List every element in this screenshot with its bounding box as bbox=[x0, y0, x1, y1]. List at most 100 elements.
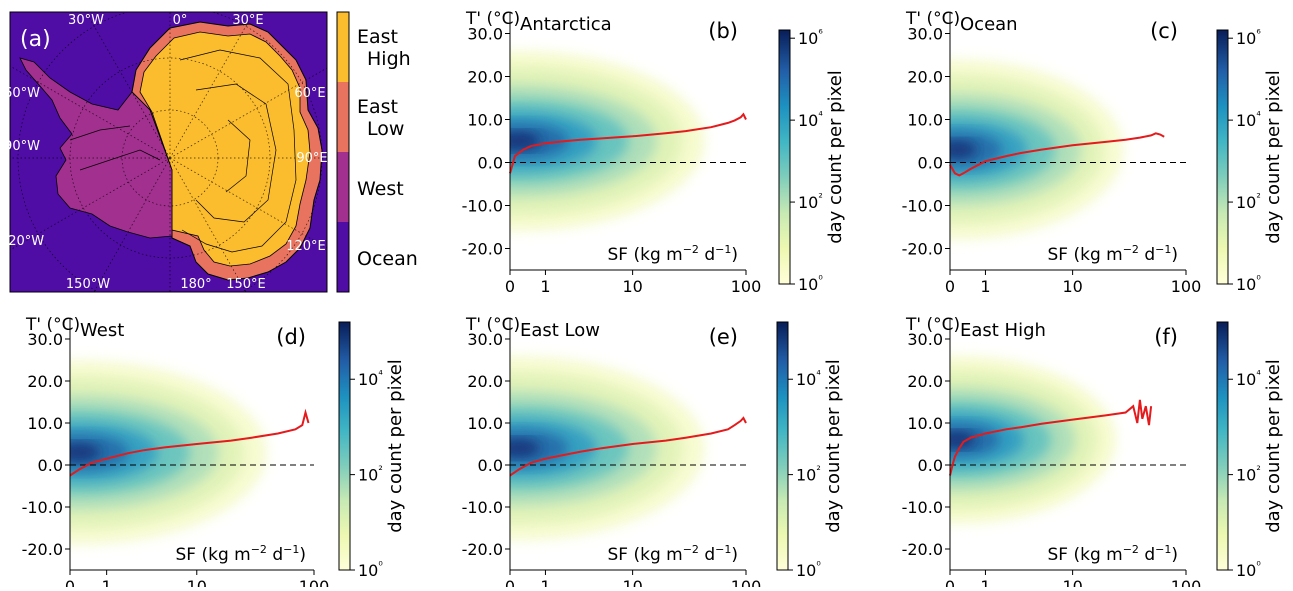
region-label: East bbox=[357, 26, 398, 48]
y-axis-label: T' (°C) bbox=[465, 315, 520, 335]
x-tick-label: 100 bbox=[731, 277, 762, 296]
region-label: East bbox=[357, 96, 398, 118]
x-tick-label: 100 bbox=[1171, 577, 1202, 587]
y-axis-label: T' (°C) bbox=[905, 9, 960, 29]
y-tick-label: -10.0 bbox=[902, 197, 943, 216]
map-lon-label: 120°E bbox=[286, 239, 326, 254]
y-tick-label: -10.0 bbox=[462, 197, 503, 216]
y-tick-label: -10.0 bbox=[902, 498, 943, 517]
panel-label: (e) bbox=[709, 325, 738, 349]
y-tick-label: 0.0 bbox=[478, 456, 503, 475]
x-tick-label: 1 bbox=[540, 277, 550, 296]
map-lon-label: 60°E bbox=[294, 86, 325, 101]
region-swatch bbox=[337, 222, 349, 292]
map-lon-label: 90°W bbox=[4, 139, 40, 154]
colorbar-tick-label: 10² bbox=[1236, 464, 1261, 485]
y-tick-label: 30.0 bbox=[467, 330, 503, 349]
y-tick-label: 10.0 bbox=[907, 111, 943, 130]
colorbar-label: day count per pixel bbox=[385, 359, 406, 533]
region-label: High bbox=[367, 48, 411, 70]
map-lon-label: 90°E bbox=[296, 151, 327, 166]
region-label: Ocean bbox=[357, 248, 418, 270]
y-tick-label: 20.0 bbox=[467, 372, 503, 391]
y-tick-label: 0.0 bbox=[478, 154, 503, 173]
x-tick-label: 100 bbox=[1171, 277, 1202, 296]
panel-d: 30.0 20.0 10.0 0.0 -10.0 -20.0 0 1 10 100 T' (°C) W… bbox=[22, 315, 406, 591]
x-tick-label: 1 bbox=[102, 577, 112, 587]
colorbar-tick-label: 10⁰ bbox=[1236, 273, 1261, 294]
y-tick-label: 10.0 bbox=[467, 111, 503, 130]
mean-line bbox=[949, 132, 1165, 177]
y-tick-label: 10.0 bbox=[27, 414, 63, 433]
colorbar-label: day count per pixel bbox=[825, 70, 846, 244]
colorbar-tick-label: 10⁶ bbox=[1236, 27, 1261, 48]
region-swatch bbox=[337, 12, 349, 82]
x-tick-label: 10 bbox=[187, 577, 207, 587]
mean-line bbox=[69, 408, 310, 477]
y-tick-label: 20.0 bbox=[467, 68, 503, 87]
map-lon-label: 30°E bbox=[232, 13, 263, 28]
y-tick-label: -20.0 bbox=[462, 540, 503, 559]
colorbar bbox=[338, 321, 351, 571]
colorbar-tick-label: 10⁶ bbox=[798, 27, 823, 48]
y-axis-label: T' (°C) bbox=[905, 315, 960, 335]
colorbar-label: day count per pixel bbox=[823, 359, 844, 533]
colorbar-tick-label: 10² bbox=[358, 464, 383, 485]
y-tick-label: 30.0 bbox=[467, 25, 503, 44]
panel-label: (b) bbox=[708, 19, 738, 43]
x-tick-label: 10 bbox=[622, 277, 642, 296]
map-lon-label: 180° bbox=[180, 277, 211, 292]
colorbar-tick-label: 10² bbox=[1236, 191, 1261, 212]
region-label: West bbox=[357, 178, 404, 200]
y-tick-label: 10.0 bbox=[907, 414, 943, 433]
y-tick-label: -20.0 bbox=[462, 240, 503, 259]
colorbar-tick-label: 10⁰ bbox=[796, 559, 821, 580]
panel-label: (c) bbox=[1150, 19, 1178, 43]
mean-line bbox=[509, 112, 747, 174]
mean-line bbox=[949, 399, 1153, 476]
x-tick-label: 10 bbox=[622, 577, 642, 587]
y-tick-label: 0.0 bbox=[918, 456, 943, 475]
colorbar-tick-label: 10⁴ bbox=[1236, 109, 1261, 130]
colorbar bbox=[776, 321, 789, 571]
y-tick-label: 30.0 bbox=[907, 25, 943, 44]
colorbar-tick-label: 10⁴ bbox=[1236, 368, 1261, 389]
x-tick-label: 0 bbox=[505, 277, 515, 296]
x-axis-label: SF (kg m−2 d−1) bbox=[1048, 543, 1179, 565]
colorbar-tick-label: 10⁴ bbox=[796, 368, 821, 389]
region-label: Low bbox=[367, 118, 404, 140]
panel-title: Antarctica bbox=[520, 14, 612, 35]
x-axis-label: SF (kg m−2 d−1) bbox=[608, 543, 739, 565]
map-lon-label: 120°W bbox=[0, 234, 44, 249]
colorbar-tick-label: 10⁴ bbox=[798, 109, 823, 130]
panel-f: 30.0 20.0 10.0 0.0 -10.0 -20.0 0 1 10 100 T' (°C) E… bbox=[902, 315, 1284, 591]
panel-title: West bbox=[80, 320, 124, 341]
y-tick-label: 30.0 bbox=[907, 330, 943, 349]
region-swatch bbox=[337, 152, 349, 222]
panel-title: East High bbox=[960, 320, 1046, 341]
panel-b: 30.0 20.0 10.0 0.0 -10.0 -20.00 1 10 100 T' (°C) A… bbox=[462, 9, 846, 296]
map-lon-label: 150°W bbox=[66, 277, 110, 292]
colorbar-tick-label: 10⁴ bbox=[358, 368, 383, 389]
map-lon-label: 0° bbox=[173, 13, 188, 28]
colorbar-label: day count per pixel bbox=[1263, 70, 1284, 244]
y-axis-label: T' (°C) bbox=[465, 9, 520, 29]
map-lon-label: 60°W bbox=[4, 86, 40, 101]
y-tick-label: -20.0 bbox=[22, 540, 63, 559]
colorbar bbox=[1216, 29, 1229, 285]
y-axis-label: T' (°C) bbox=[25, 315, 80, 335]
x-tick-label: 100 bbox=[731, 577, 762, 587]
panel-label: (f) bbox=[1154, 325, 1178, 349]
colorbar bbox=[778, 29, 791, 285]
y-tick-label: 20.0 bbox=[27, 372, 63, 391]
map-lon-label: 30°W bbox=[68, 13, 104, 28]
colorbar-tick-label: 10⁰ bbox=[798, 273, 823, 294]
x-tick-label: 1 bbox=[540, 577, 550, 587]
mean-line bbox=[509, 416, 747, 477]
x-tick-label: 100 bbox=[299, 577, 330, 587]
panel-a-label: (a) bbox=[20, 27, 51, 52]
y-tick-label: 20.0 bbox=[907, 68, 943, 87]
y-tick-label: -20.0 bbox=[902, 240, 943, 259]
map-lon-label: 150°E bbox=[226, 277, 266, 292]
